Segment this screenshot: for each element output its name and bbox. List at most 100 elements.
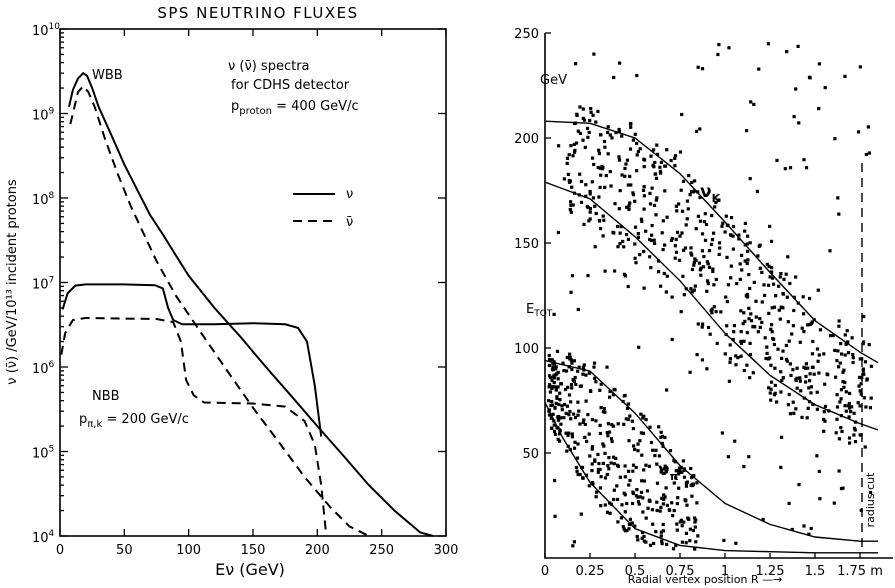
- event-point: [809, 526, 813, 531]
- event-point: [843, 380, 847, 385]
- event-point: [746, 249, 750, 253]
- event-point: [628, 517, 632, 521]
- event-point: [739, 339, 743, 343]
- event-point: [646, 506, 650, 510]
- event-point: [629, 125, 633, 129]
- event-point: [801, 295, 805, 299]
- event-point: [555, 349, 560, 353]
- event-point: [569, 290, 573, 294]
- event-point: [673, 244, 677, 248]
- event-point: [809, 391, 813, 395]
- event-point: [816, 359, 820, 363]
- event-point: [650, 508, 654, 512]
- scatter-x-tick-label: 0: [541, 564, 549, 579]
- event-point: [685, 503, 689, 507]
- event-point: [771, 337, 775, 341]
- event-point: [767, 386, 771, 390]
- event-point: [842, 368, 846, 372]
- event-point: [581, 107, 585, 111]
- event-point: [656, 152, 660, 156]
- event-point: [808, 296, 812, 301]
- event-point: [689, 246, 693, 250]
- event-point: [639, 490, 644, 494]
- event-point: [623, 493, 627, 497]
- event-point: [587, 219, 591, 223]
- event-point: [850, 405, 854, 409]
- event-point: [681, 274, 685, 278]
- event-point: [781, 292, 785, 296]
- event-point: [582, 118, 587, 122]
- event-point: [670, 501, 674, 505]
- event-point: [810, 352, 815, 356]
- event-point: [617, 207, 621, 211]
- acceptance-curves: [544, 120, 879, 554]
- event-point: [594, 120, 598, 124]
- event-point: [642, 286, 646, 290]
- event-point: [690, 290, 694, 294]
- event-point: [552, 360, 556, 364]
- event-point: [751, 371, 755, 375]
- event-point: [556, 437, 560, 441]
- event-point: [714, 277, 718, 282]
- event-point: [731, 234, 735, 238]
- event-point: [562, 177, 566, 181]
- event-point: [564, 431, 568, 435]
- flux-x-tick-label: 150: [241, 543, 266, 558]
- event-point: [745, 292, 749, 297]
- event-point: [663, 495, 667, 499]
- event-point: [601, 461, 605, 465]
- event-point: [597, 152, 601, 156]
- event-point: [606, 125, 610, 129]
- event-point: [788, 281, 792, 286]
- event-point: [572, 150, 577, 154]
- event-point: [846, 340, 850, 344]
- event-point: [680, 470, 684, 474]
- event-point: [783, 167, 787, 171]
- event-point: [865, 378, 869, 382]
- event-point: [550, 358, 554, 362]
- event-point: [833, 137, 837, 141]
- event-point: [762, 283, 766, 287]
- event-point: [678, 466, 682, 470]
- event-point: [635, 488, 639, 492]
- event-point: [665, 503, 669, 507]
- event-point: [612, 488, 616, 492]
- event-point: [567, 393, 572, 397]
- event-point: [716, 52, 720, 57]
- event-point: [782, 277, 786, 281]
- event-point: [703, 238, 708, 242]
- event-point: [658, 165, 662, 169]
- event-point: [602, 444, 606, 448]
- event-point: [707, 249, 712, 253]
- scatter-x-tick-label: 1.25: [756, 564, 785, 579]
- event-point: [763, 293, 767, 297]
- event-point: [552, 373, 556, 377]
- event-point: [644, 463, 648, 467]
- event-point: [552, 376, 557, 380]
- event-point: [547, 374, 552, 378]
- wbb-nubar-curve: [69, 84, 370, 537]
- event-point: [626, 402, 630, 406]
- event-point: [846, 351, 851, 355]
- event-point: [610, 439, 614, 444]
- event-point: [710, 307, 714, 311]
- event-point: [727, 379, 731, 383]
- event-point: [551, 385, 555, 389]
- event-point: [663, 189, 667, 193]
- event-point: [823, 419, 827, 423]
- event-point: [748, 241, 752, 245]
- event-point: [553, 405, 557, 409]
- event-point: [677, 486, 681, 490]
- event-point: [692, 263, 696, 267]
- event-point: [758, 317, 762, 321]
- event-point: [674, 476, 678, 480]
- event-point: [612, 75, 616, 80]
- event-point: [596, 109, 600, 113]
- event-point: [599, 406, 603, 410]
- event-point: [694, 129, 699, 133]
- event-point: [710, 213, 714, 218]
- nbb-momentum-annotation: pπ,k = 200 GeV/c: [79, 412, 189, 430]
- event-point: [629, 183, 633, 187]
- event-point: [804, 366, 808, 370]
- event-point: [550, 378, 554, 382]
